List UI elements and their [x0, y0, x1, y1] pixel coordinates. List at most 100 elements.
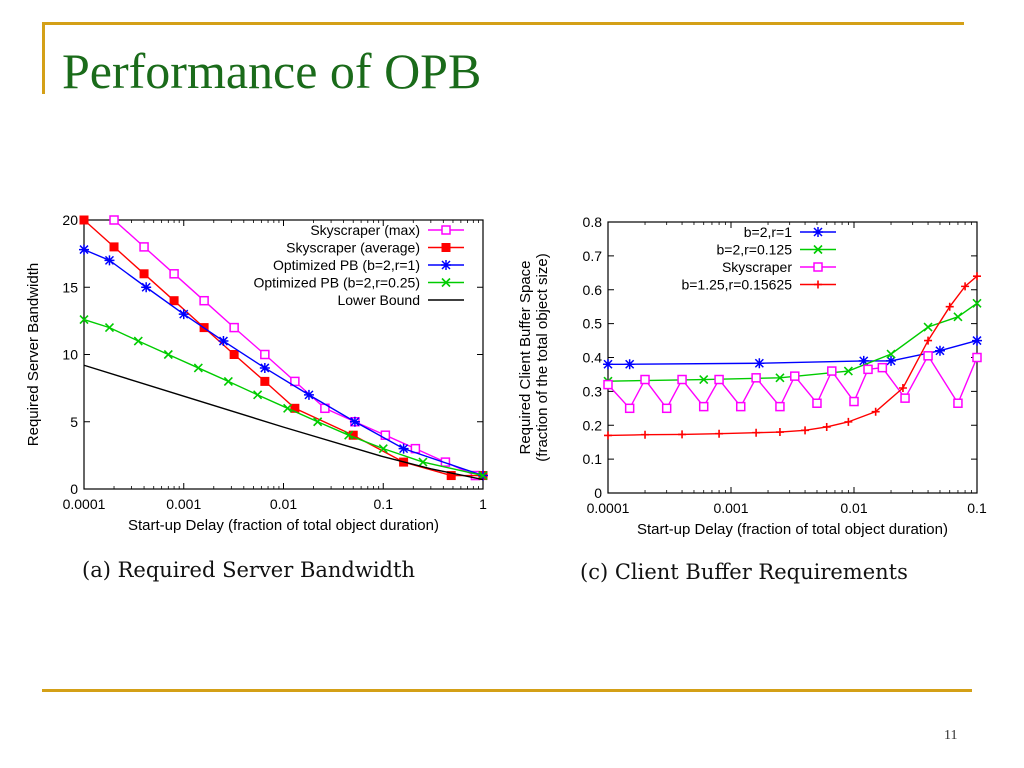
chart-c-legend-marker [813, 244, 823, 255]
chart-c-data-point [603, 359, 613, 370]
chart-a-data-point [398, 443, 409, 454]
chart-c-y-axis-label: Required Client Buffer Space [517, 260, 534, 454]
chart-a-data-point [141, 282, 152, 293]
chart-a-data-point [193, 363, 203, 373]
chart-c-data-point [877, 362, 888, 373]
chart-c-data-point [801, 426, 810, 435]
chart-a-legend-label: Lower Bound [337, 292, 420, 308]
chart-c-series-2 [603, 351, 982, 414]
chart-c-data-point [754, 358, 765, 369]
chart-c-data-point [775, 373, 785, 383]
chart-c-y-axis-label-line2: (fraction of the total object size) [534, 253, 551, 461]
footer-accent-line [42, 689, 972, 692]
chart-c-data-point [677, 374, 687, 385]
chart-c-data-point [858, 355, 869, 366]
chart-c-data-point [661, 403, 672, 414]
chart-a-data-point [446, 471, 456, 481]
chart-a-x-tick-label: 0.1 [374, 496, 394, 512]
chart-c-legend-label: b=1.25,r=0.15625 [681, 277, 792, 293]
chart-c-x-axis-label: Start-up Delay (fraction of total object… [637, 521, 948, 538]
chart-a-legend-marker [441, 260, 451, 270]
chart-a-x-tick-label: 0.0001 [63, 496, 106, 512]
chart-c-data-point [934, 345, 945, 356]
chart-a-data-point [199, 295, 209, 306]
chart-a-data-point [169, 269, 179, 279]
chart-c-data-point [775, 428, 784, 437]
chart-c-legend-label: b=2,r=0.125 [716, 242, 792, 258]
chart-a-data-point [313, 417, 323, 427]
chart-c-y-tick-label: 0.5 [583, 316, 603, 332]
chart-c-data-point [923, 351, 933, 361]
chart-a-data-point [79, 314, 89, 325]
chart-c-data-point [972, 298, 982, 308]
chart-c-x-tick-label: 0.0001 [587, 500, 630, 516]
chart-a-data-point [229, 322, 239, 333]
chart-a-x-tick-label: 1 [479, 496, 487, 512]
chart-a-y-tick-label: 15 [62, 279, 78, 295]
chart-c-data-point [812, 398, 822, 408]
chart-a-y-axis-label: Required Server Bandwidth [25, 263, 42, 446]
chart-a-data-point [139, 242, 149, 252]
chart-c-data-point [898, 383, 907, 392]
chart-a-legend-marker [441, 225, 451, 235]
chart-c-data-point [698, 401, 709, 412]
chart-c-caption: (c) Client Buffer Requirements [580, 560, 908, 584]
chart-c-series-3 [604, 272, 981, 440]
chart-a-data-point [218, 336, 229, 347]
chart-client-buffer: 0.0001 0.001 0.01 0.1 0 0.1 0.2 0.3 0.4 0.5 0.6 0.7… [517, 214, 987, 538]
chart-c-y-tick-label: 0 [594, 485, 602, 501]
chart-a-data-point [418, 457, 428, 467]
chart-a-data-point [283, 403, 293, 413]
chart-a-data-point [478, 470, 488, 481]
slide-title: Performance of OPB [62, 43, 482, 99]
chart-c-data-point [751, 373, 761, 383]
chart-a-data-point [104, 323, 115, 333]
chart-c-y-tick-label: 0.4 [583, 350, 603, 366]
chart-a-data-point [349, 416, 360, 427]
chart-c-data-point [972, 335, 982, 346]
chart-a-caption: (a) Required Server Bandwidth [82, 558, 415, 582]
chart-c-data-point [827, 366, 837, 376]
chart-c-data-point [752, 428, 761, 437]
chart-c-data-point [604, 431, 612, 440]
chart-c-plot-frame [607, 221, 978, 494]
chart-a-data-point [109, 215, 119, 225]
chart-c-data-point [972, 352, 982, 363]
chart-c-data-point [924, 336, 933, 345]
chart-a-data-point [79, 244, 89, 255]
chart-c-x-tick-label: 0.001 [713, 500, 748, 516]
chart-c-data-point [945, 302, 954, 311]
chart-a-data-point [229, 350, 239, 359]
chart-c-data-point [714, 374, 724, 385]
chart-a-data-point [139, 269, 149, 279]
chart-a-data-point [223, 376, 233, 386]
chart-c-data-point [640, 374, 650, 385]
chart-a-y-tick-label: 0 [70, 481, 78, 497]
chart-c-legend-marker [813, 262, 823, 272]
chart-a-y-tick-label: 20 [62, 212, 78, 228]
chart-a-data-point [178, 309, 189, 320]
chart-a-legend-marker [441, 243, 451, 252]
chart-c-data-point [678, 430, 687, 439]
chart-a-y-tick-label: 5 [70, 414, 78, 430]
chart-a-data-point [79, 215, 89, 225]
chart-c-data-point [735, 401, 746, 412]
chart-a-legend-marker [441, 277, 451, 288]
chart-c-data-point [603, 379, 613, 390]
chart-c-data-point [973, 272, 981, 281]
chart-c-x-tick-label: 0.01 [840, 500, 867, 516]
chart-c-data-point [715, 429, 724, 438]
chart-c-data-point [953, 398, 963, 408]
chart-c-y-tick-label: 0.8 [583, 214, 603, 230]
chart-c-data-point [699, 374, 709, 385]
chart-c-y-tick-label: 0.1 [583, 451, 603, 467]
chart-a-series-3 [79, 314, 488, 481]
chart-a-legend-label: Skyscraper (average) [286, 240, 420, 256]
chart-c-data-point [863, 364, 873, 375]
chart-c-data-point [822, 422, 831, 431]
chart-a-legend-label: Optimized PB (b=2,r=1) [273, 257, 420, 273]
chart-a-x-axis-label: Start-up Delay (fraction of total object… [128, 517, 439, 534]
chart-c-data-point [790, 371, 800, 381]
chart-c-data-point [953, 312, 963, 322]
chart-a-y-tick-label: 10 [62, 347, 78, 363]
